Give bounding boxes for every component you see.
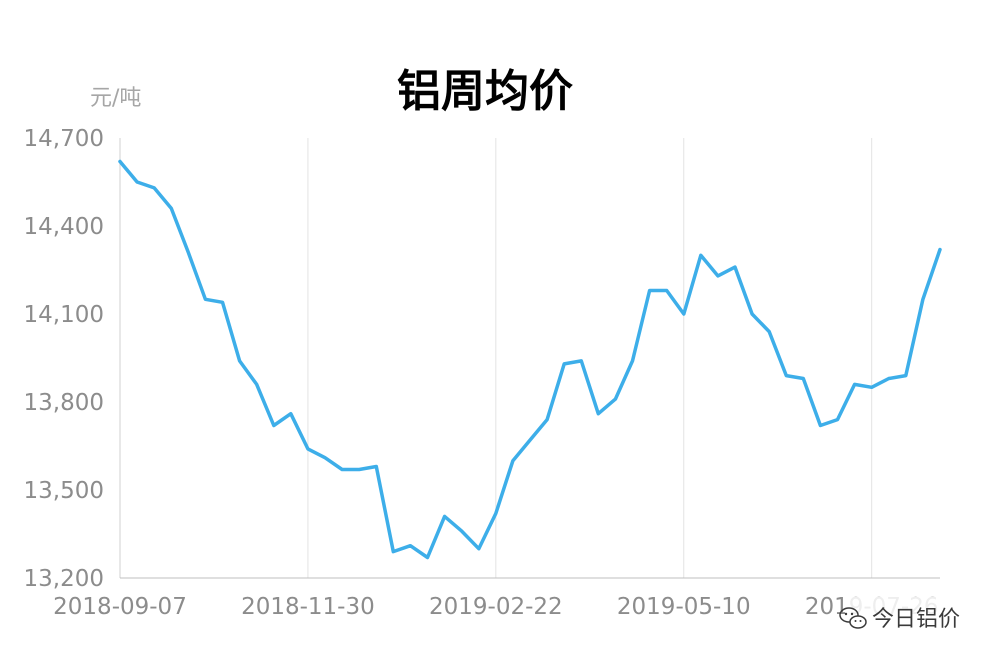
data-point xyxy=(853,382,857,386)
data-point xyxy=(221,300,225,304)
data-point xyxy=(238,359,242,363)
data-point xyxy=(596,412,600,416)
data-point xyxy=(374,465,378,469)
y-axis-ticks: 13,200 13,500 13,800 14,100 14,400 14,700 xyxy=(24,126,104,592)
x-tick-label: 2019-02-22 xyxy=(429,594,563,620)
y-tick-label: 13,500 xyxy=(24,478,104,504)
data-point xyxy=(511,459,515,463)
data-point xyxy=(682,312,686,316)
watermark: 今日铝价 xyxy=(839,597,975,637)
x-tick-label: 2019-05-10 xyxy=(617,594,751,620)
data-point xyxy=(801,377,805,381)
x-tick-label: 2018-11-30 xyxy=(241,594,375,620)
y-tick-label: 14,100 xyxy=(24,302,104,328)
data-point xyxy=(272,423,276,427)
data-point xyxy=(818,423,822,427)
y-tick-label: 13,200 xyxy=(24,566,104,592)
data-point xyxy=(443,514,447,518)
data-point xyxy=(135,180,139,184)
chart-title: 铝周均价 xyxy=(397,66,573,117)
data-point xyxy=(784,374,788,378)
data-point xyxy=(169,206,173,210)
series-line xyxy=(118,159,942,560)
data-point xyxy=(733,265,737,269)
grid-lines xyxy=(307,138,873,578)
data-point xyxy=(716,274,720,278)
x-tick-label: 2018-09-07 xyxy=(53,594,187,620)
data-point xyxy=(426,555,430,559)
data-point xyxy=(118,159,122,163)
data-point xyxy=(340,467,344,471)
data-point xyxy=(255,382,259,386)
data-point xyxy=(750,312,754,316)
data-point xyxy=(528,438,532,442)
y-tick-label: 14,400 xyxy=(24,214,104,240)
y-tick-label: 13,800 xyxy=(24,390,104,416)
data-point xyxy=(631,359,635,363)
data-point xyxy=(870,385,874,389)
data-point xyxy=(408,544,412,548)
data-point xyxy=(921,297,925,301)
data-point xyxy=(836,418,840,422)
data-point xyxy=(357,467,361,471)
data-point xyxy=(904,374,908,378)
data-point xyxy=(767,330,771,334)
data-point xyxy=(289,412,293,416)
x-axis-ticks: 2018-09-07 2018-11-30 2019-02-22 2019-05-10… xyxy=(53,594,938,620)
data-point xyxy=(494,511,498,515)
data-point xyxy=(203,297,207,301)
wechat-icon xyxy=(839,607,867,629)
data-point xyxy=(613,397,617,401)
data-point xyxy=(938,247,942,251)
data-point xyxy=(460,529,464,533)
data-point xyxy=(545,418,549,422)
y-tick-label: 14,700 xyxy=(24,126,104,152)
data-point xyxy=(562,362,566,366)
data-point xyxy=(306,447,310,451)
data-point xyxy=(648,289,652,293)
watermark-text: 今日铝价 xyxy=(872,607,960,632)
watermark-background xyxy=(845,597,975,637)
data-point xyxy=(699,253,703,257)
unit-label: 元/吨 xyxy=(90,86,141,111)
series xyxy=(118,159,942,560)
data-point xyxy=(887,377,891,381)
data-point xyxy=(665,289,669,293)
data-point xyxy=(579,359,583,363)
axes xyxy=(119,138,940,579)
data-point xyxy=(391,550,395,554)
data-point xyxy=(477,547,481,551)
data-point xyxy=(186,250,190,254)
data-point xyxy=(323,456,327,460)
data-point xyxy=(152,186,156,190)
